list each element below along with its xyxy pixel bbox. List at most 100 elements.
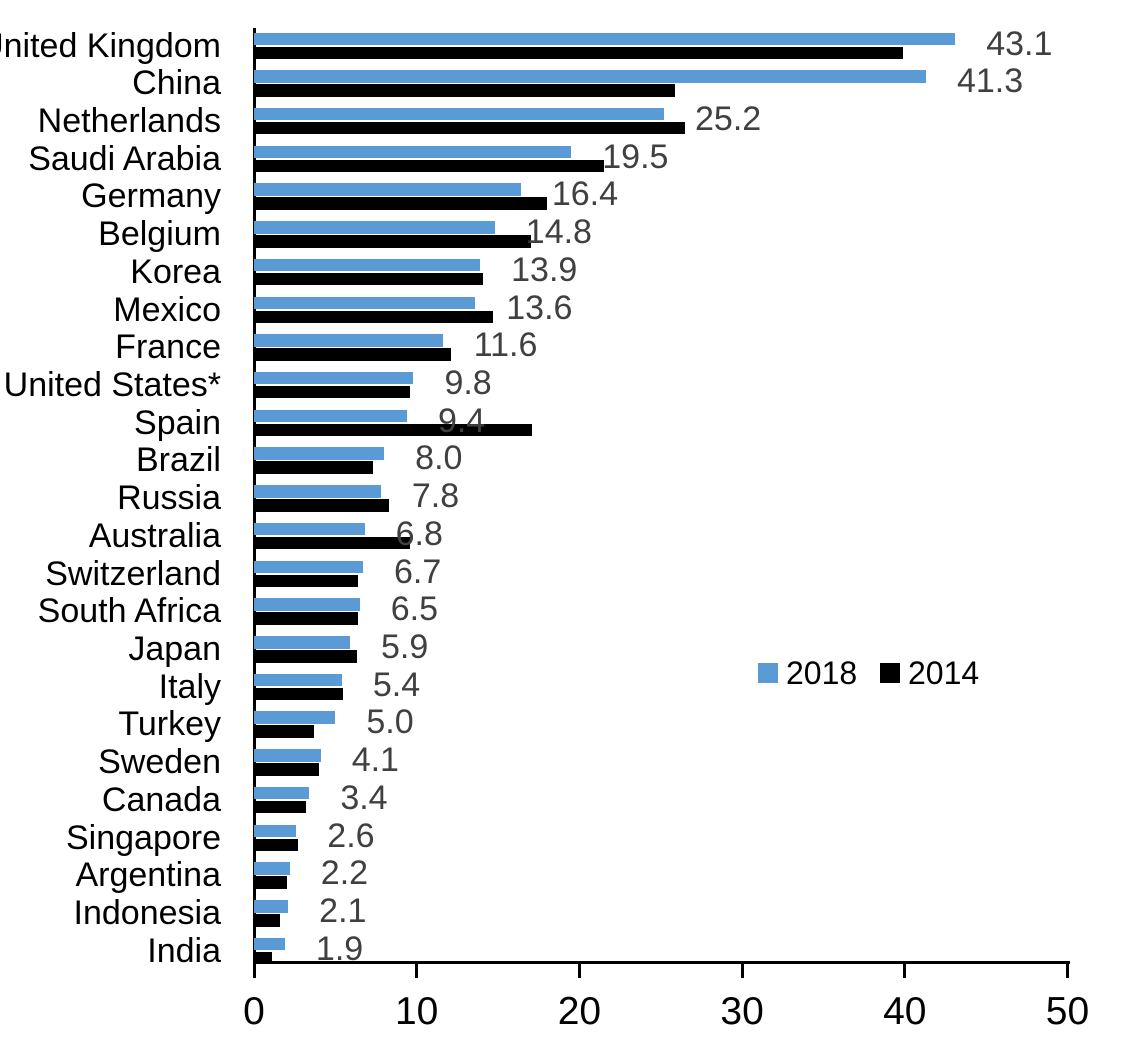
- bar-2018-united-kingdom: [254, 32, 956, 45]
- x-tick-label-30: 30: [720, 990, 764, 1033]
- category-label-china: China: [132, 64, 221, 103]
- value-label-switzerland: 6.7: [394, 552, 442, 591]
- legend-label-2014: 2014: [908, 655, 980, 691]
- category-label-singapore: Singapore: [65, 818, 221, 857]
- category-label-argentina: Argentina: [75, 856, 221, 895]
- bar-2018-united-states: [254, 371, 414, 385]
- bar-2014-netherlands: [254, 121, 686, 135]
- category-label-germany: Germany: [81, 177, 221, 216]
- bar-2018-russia: [254, 485, 381, 498]
- bar-2018-saudi-arabia: [254, 145, 572, 159]
- bar-2014-china: [254, 84, 676, 97]
- category-label-south-africa: South Africa: [37, 592, 221, 631]
- x-tick-50: [1066, 962, 1069, 978]
- x-tick-10: [415, 962, 419, 978]
- bar-2014-united-kingdom: [254, 46, 904, 59]
- value-label-canada: 3.4: [340, 778, 388, 817]
- bar-2018-canada: [254, 786, 310, 800]
- bar-2014-japan: [254, 650, 357, 663]
- bar-2014-saudi-arabia: [254, 159, 604, 173]
- category-label-mexico: Mexico: [113, 290, 221, 329]
- x-tick-40: [903, 962, 907, 978]
- bar-2014-canada: [254, 800, 307, 814]
- bar-2018-argentina: [254, 862, 290, 875]
- category-label-united-states: United States*: [3, 365, 221, 404]
- x-tick-30: [740, 962, 744, 978]
- bar-2018-australia: [254, 522, 365, 536]
- bar-2018-mexico: [254, 296, 476, 310]
- category-label-switzerland: Switzerland: [45, 554, 221, 593]
- bar-2014-united-states: [254, 385, 411, 399]
- bar-2014-france: [254, 348, 451, 361]
- category-label-saudi-arabia: Saudi Arabia: [28, 139, 221, 178]
- bar-2014-belgium: [254, 235, 531, 248]
- bar-2018-netherlands: [254, 107, 664, 121]
- x-tick-label-50: 50: [1045, 990, 1090, 1033]
- bar-2018-singapore: [254, 824, 297, 838]
- bar-2014-sweden: [254, 763, 320, 776]
- bar-2014-russia: [254, 499, 390, 512]
- value-label-united-states: 9.8: [444, 363, 492, 402]
- value-label-sweden: 4.1: [351, 741, 399, 780]
- bar-2018-sweden: [254, 749, 321, 762]
- bar-2018-china: [254, 70, 926, 83]
- bar-2018-italy: [254, 673, 342, 687]
- bar-2018-india: [254, 937, 285, 951]
- bar-2018-germany: [254, 183, 521, 196]
- category-label-sweden: Sweden: [98, 743, 221, 782]
- x-tick-label-20: 20: [557, 990, 602, 1033]
- category-label-united-kingdom: United Kingdom: [0, 26, 221, 65]
- value-label-germany: 16.4: [551, 175, 618, 214]
- bar-2014-indonesia: [254, 914, 281, 927]
- bar-2018-brazil: [254, 447, 385, 460]
- value-label-russia: 7.8: [411, 477, 460, 516]
- value-label-argentina: 2.2: [320, 854, 369, 893]
- bar-2018-japan: [254, 636, 350, 649]
- bar-2018-spain: [254, 409, 407, 423]
- category-label-russia: Russia: [117, 479, 221, 518]
- bar-2018-france: [254, 334, 443, 347]
- category-label-australia: Australia: [88, 516, 221, 555]
- value-label-italy: 5.4: [372, 665, 421, 704]
- value-label-brazil: 8.0: [415, 439, 463, 478]
- category-label-netherlands: Netherlands: [37, 101, 221, 140]
- category-label-japan: Japan: [128, 630, 221, 669]
- bar-2014-brazil: [254, 461, 373, 474]
- bar-2014-singapore: [254, 838, 298, 852]
- bar-2014-india: [254, 951, 272, 965]
- value-label-spain: 9.4: [437, 401, 486, 440]
- x-axis-line: [252, 961, 1070, 964]
- bar-2018-switzerland: [254, 560, 363, 574]
- value-label-south-africa: 6.5: [390, 590, 439, 629]
- bar-2014-germany: [254, 197, 547, 210]
- category-label-canada: Canada: [101, 780, 221, 819]
- bar-2014-turkey: [254, 725, 315, 738]
- category-label-spain: Spain: [134, 403, 221, 442]
- bar-2018-indonesia: [254, 900, 289, 913]
- value-label-netherlands: 25.2: [695, 99, 762, 138]
- bar-2014-italy: [254, 687, 344, 701]
- bar-2014-mexico: [254, 310, 494, 324]
- x-tick-label-0: 0: [243, 990, 265, 1033]
- bar-2018-korea: [254, 258, 481, 272]
- value-label-indonesia: 2.1: [319, 892, 367, 931]
- legend-label-2018: 2018: [786, 655, 858, 691]
- x-tick-label-10: 10: [394, 990, 439, 1033]
- x-tick-0: [252, 962, 256, 978]
- x-tick-label-40: 40: [883, 990, 927, 1033]
- bar-2018-turkey: [254, 711, 336, 724]
- category-label-indonesia: Indonesia: [73, 894, 221, 933]
- value-label-india: 1.9: [315, 929, 364, 968]
- value-label-japan: 5.9: [380, 628, 429, 667]
- category-label-france: France: [115, 328, 221, 367]
- category-label-brazil: Brazil: [135, 441, 221, 480]
- value-label-australia: 6.8: [395, 514, 443, 553]
- bar-2014-argentina: [254, 876, 287, 889]
- value-label-china: 41.3: [956, 62, 1024, 101]
- bar-2018-south-africa: [254, 598, 360, 611]
- category-label-italy: Italy: [158, 667, 221, 706]
- legend-swatch-2014: [880, 663, 900, 683]
- bar-2014-south-africa: [254, 612, 359, 625]
- value-label-saudi-arabia: 19.5: [602, 137, 669, 176]
